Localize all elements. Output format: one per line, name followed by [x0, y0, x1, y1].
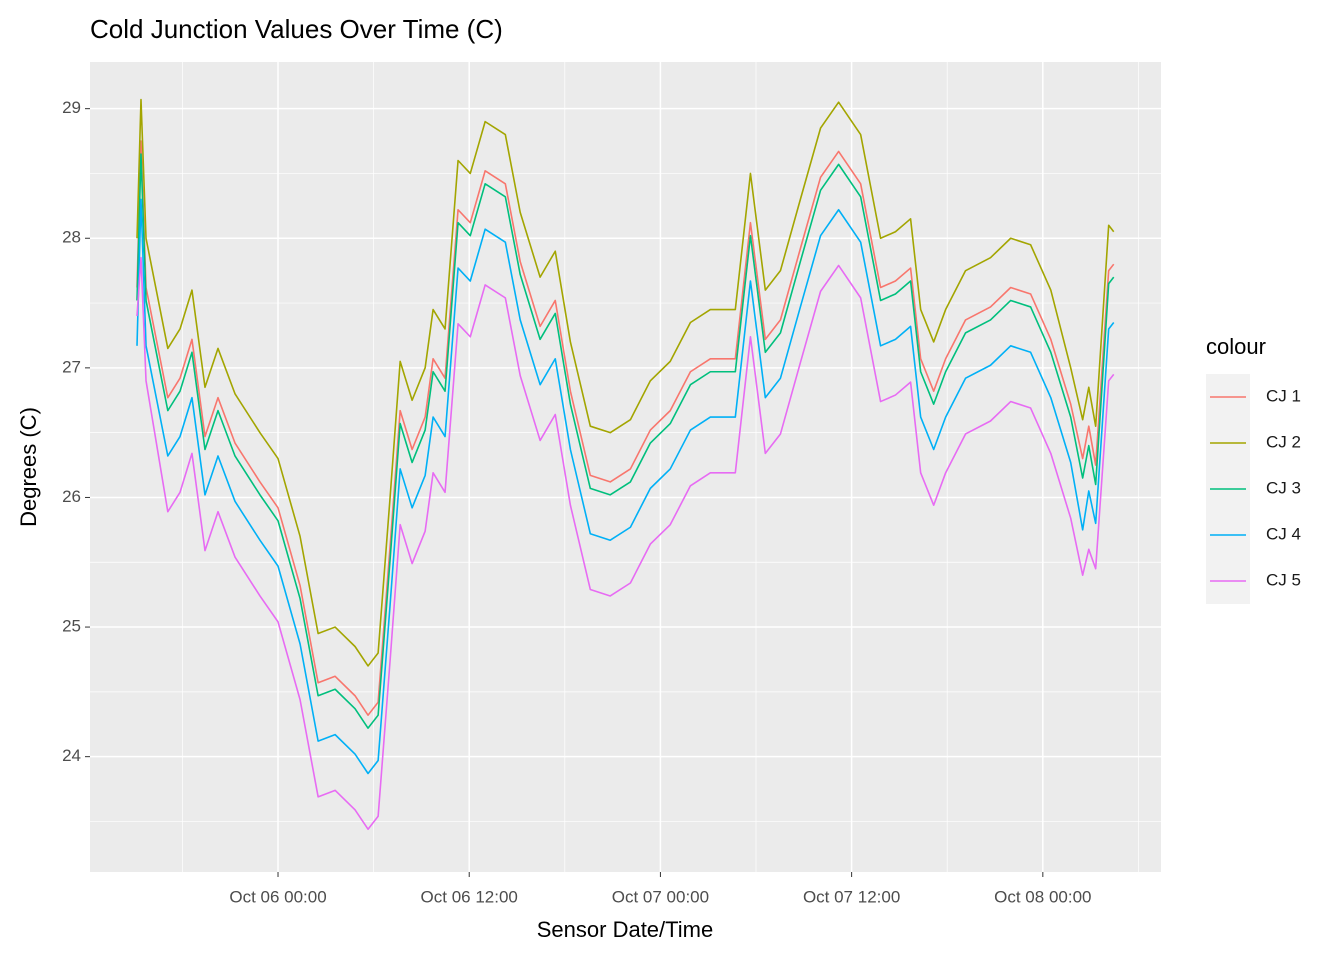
x-tick-label: Oct 07 12:00: [803, 887, 900, 906]
y-axis-title: Degrees (C): [16, 407, 41, 527]
legend-label: CJ 5: [1266, 570, 1301, 589]
legend-label: CJ 4: [1266, 524, 1301, 543]
y-tick-label: 29: [62, 98, 81, 117]
x-tick-label: Oct 07 00:00: [612, 887, 709, 906]
x-tick-label: Oct 08 00:00: [994, 887, 1091, 906]
legend-label: CJ 1: [1266, 386, 1301, 405]
series-line: [136, 198, 1115, 775]
y-tick-label: 24: [62, 746, 81, 765]
x-tick-label: Oct 06 12:00: [421, 887, 518, 906]
series-line: [136, 98, 1115, 667]
y-tick-label: 27: [62, 357, 81, 376]
y-tick-label: 25: [62, 617, 81, 636]
chart-title: Cold Junction Values Over Time (C): [90, 14, 503, 44]
y-tick-label: 28: [62, 228, 81, 247]
legend-label: CJ 2: [1266, 432, 1301, 451]
x-axis-title: Sensor Date/Time: [537, 917, 713, 942]
x-tick-label: Oct 06 00:00: [229, 887, 326, 906]
legend-title: colour: [1206, 334, 1266, 359]
series-line: [136, 140, 1115, 716]
legend-label: CJ 3: [1266, 478, 1301, 497]
series-line: [136, 153, 1115, 729]
series-line: [136, 256, 1115, 831]
y-tick-label: 26: [62, 487, 81, 506]
panel: [90, 62, 1161, 872]
